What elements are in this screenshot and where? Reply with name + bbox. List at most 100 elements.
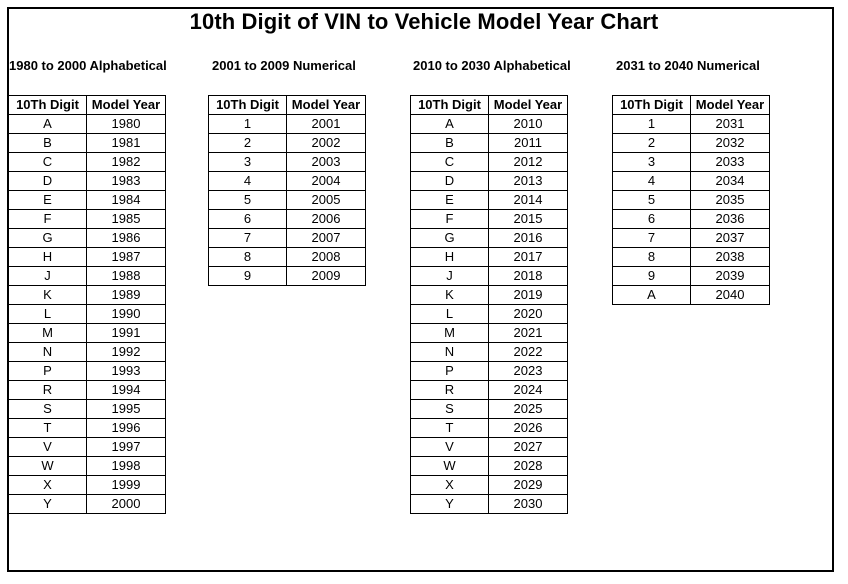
model-year-cell: 1982 (86, 152, 166, 172)
vin-digit-cell: A (410, 114, 489, 134)
table-row: M 2021 (410, 323, 568, 343)
vin-digit-cell: 9 (612, 266, 691, 286)
table-row: 3 2033 (612, 152, 770, 172)
model-year-cell: 2008 (286, 247, 366, 267)
table-row: 9 2009 (208, 266, 366, 286)
vin-digit-cell: F (8, 209, 87, 229)
model-year-cell: 2023 (488, 361, 568, 381)
vin-digit-cell: 8 (612, 247, 691, 267)
model-year-cell: 2003 (286, 152, 366, 172)
vin-digit-cell: 6 (208, 209, 287, 229)
table-row: L 1990 (8, 304, 166, 324)
vin-digit-cell: V (8, 437, 87, 457)
table-row: K 2019 (410, 285, 568, 305)
vin-digit-cell: G (410, 228, 489, 248)
model-year-cell: 2017 (488, 247, 568, 267)
table-row: 5 2005 (208, 190, 366, 210)
model-year-cell: 2025 (488, 399, 568, 419)
table-row: 9 2039 (612, 266, 770, 286)
table-row: T 1996 (8, 418, 166, 438)
vin-digit-cell: 9 (208, 266, 287, 286)
vin-digit-cell: 2 (612, 133, 691, 153)
table-row: F 1985 (8, 209, 166, 229)
section-heading: 2031 to 2040 Numerical (616, 58, 760, 73)
column-header-digit: 10Th Digit (8, 95, 87, 115)
table-row: 4 2004 (208, 171, 366, 191)
table-row: G 2016 (410, 228, 568, 248)
model-year-cell: 2040 (690, 285, 770, 305)
vin-digit-cell: V (410, 437, 489, 457)
model-year-cell: 1998 (86, 456, 166, 476)
model-year-cell: 1992 (86, 342, 166, 362)
model-year-cell: 2027 (488, 437, 568, 457)
vin-digit-cell: L (8, 304, 87, 324)
model-year-cell: 1985 (86, 209, 166, 229)
model-year-cell: 2013 (488, 171, 568, 191)
model-year-cell: 1994 (86, 380, 166, 400)
column-header-digit: 10Th Digit (208, 95, 287, 115)
model-year-cell: 2038 (690, 247, 770, 267)
table-row: Y 2030 (410, 494, 568, 514)
table-row: 8 2008 (208, 247, 366, 267)
model-year-cell: 2028 (488, 456, 568, 476)
table-row: A 1980 (8, 114, 166, 134)
vin-digit-cell: G (8, 228, 87, 248)
model-year-cell: 1988 (86, 266, 166, 286)
section-2031-2040: 2031 to 2040 Numerical 10Th Digit Model … (612, 58, 770, 305)
table-row: 6 2006 (208, 209, 366, 229)
table-row: A 2010 (410, 114, 568, 134)
table-row: F 2015 (410, 209, 568, 229)
table-row: Y 2000 (8, 494, 166, 514)
vin-digit-cell: N (410, 342, 489, 362)
vin-digit-cell: 8 (208, 247, 287, 267)
model-year-cell: 1984 (86, 190, 166, 210)
vin-digit-cell: H (8, 247, 87, 267)
vin-digit-cell: 7 (612, 228, 691, 248)
model-year-cell: 2035 (690, 190, 770, 210)
vin-digit-cell: C (410, 152, 489, 172)
table-row: 2 2032 (612, 133, 770, 153)
model-year-cell: 2006 (286, 209, 366, 229)
table-header-row: 10Th Digit Model Year (8, 95, 166, 115)
vin-digit-cell: S (410, 399, 489, 419)
model-year-cell: 2033 (690, 152, 770, 172)
table-row: 7 2007 (208, 228, 366, 248)
section-2010-2030: 2010 to 2030 Alphabetical 10Th Digit Mod… (410, 58, 571, 514)
model-year-cell: 2020 (488, 304, 568, 324)
model-year-cell: 2016 (488, 228, 568, 248)
vin-digit-cell: B (410, 133, 489, 153)
vin-digit-cell: Y (410, 494, 489, 514)
model-year-cell: 2011 (488, 133, 568, 153)
model-year-cell: 2036 (690, 209, 770, 229)
table-row: D 2013 (410, 171, 568, 191)
vin-digit-cell: J (8, 266, 87, 286)
table-row: M 1991 (8, 323, 166, 343)
year-table: 10Th Digit Model Year A 2010 B 2011 C 2012 D 20… (410, 95, 568, 514)
column-header-year: Model Year (86, 95, 166, 115)
table-row: S 2025 (410, 399, 568, 419)
vin-digit-cell: P (8, 361, 87, 381)
table-row: 4 2034 (612, 171, 770, 191)
section-heading: 2001 to 2009 Numerical (212, 58, 356, 73)
model-year-cell: 2018 (488, 266, 568, 286)
table-row: 6 2036 (612, 209, 770, 229)
table-row: 2 2002 (208, 133, 366, 153)
table-row: R 2024 (410, 380, 568, 400)
model-year-cell: 2012 (488, 152, 568, 172)
vin-digit-cell: M (8, 323, 87, 343)
table-row: G 1986 (8, 228, 166, 248)
vin-digit-cell: 1 (612, 114, 691, 134)
table-row: S 1995 (8, 399, 166, 419)
table-row: E 2014 (410, 190, 568, 210)
table-row: N 1992 (8, 342, 166, 362)
model-year-cell: 2037 (690, 228, 770, 248)
model-year-cell: 2005 (286, 190, 366, 210)
table-row: 1 2031 (612, 114, 770, 134)
table-row: X 2029 (410, 475, 568, 495)
vin-digit-cell: F (410, 209, 489, 229)
table-row: C 1982 (8, 152, 166, 172)
vin-digit-cell: J (410, 266, 489, 286)
vin-digit-cell: T (410, 418, 489, 438)
table-row: 8 2038 (612, 247, 770, 267)
vin-digit-cell: W (410, 456, 489, 476)
